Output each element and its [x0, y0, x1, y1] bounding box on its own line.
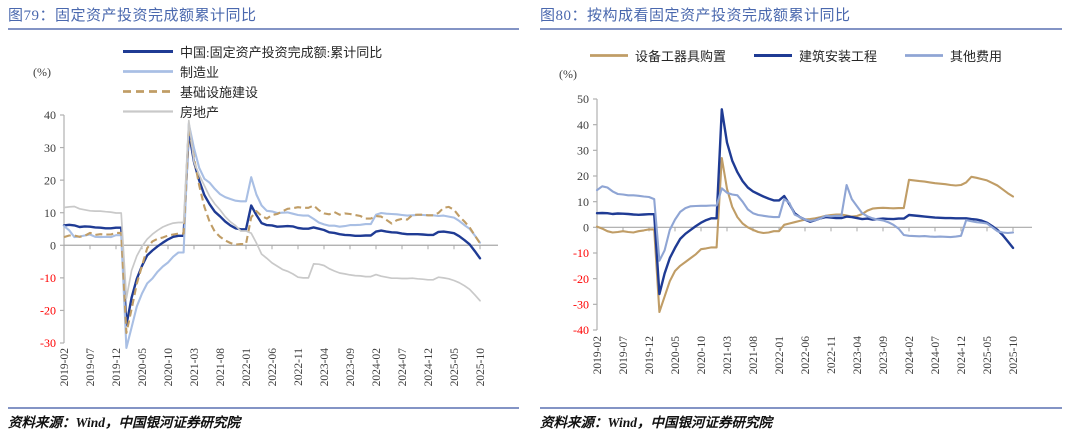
x-tick-label: 2025-05 — [982, 336, 994, 375]
x-tick-label: 2021-03 — [189, 348, 201, 387]
y-tick-label: -10 — [40, 271, 56, 285]
legend-label-equipment-purchase: 设备工器具购置 — [635, 49, 727, 64]
figure-79-footer-rule — [8, 407, 519, 409]
x-tick-label: 2024-02 — [371, 348, 383, 387]
x-tick-label: 2020-05 — [670, 336, 682, 375]
figure-79-title-rule — [8, 28, 519, 30]
y-tick-label: 20 — [44, 173, 56, 187]
x-tick-label: 2021-08 — [748, 336, 760, 375]
x-tick-label: 2024-12 — [423, 348, 435, 387]
x-tick-label: 2019-07 — [618, 336, 630, 375]
legend-item-construction-installation: 建筑安装工程 — [754, 46, 877, 65]
figure-79-title: 图79：固定资产投资完成额累计同比 — [8, 8, 257, 24]
y-tick-label: 40 — [44, 108, 56, 122]
x-tick-label: 2022-11 — [293, 348, 305, 386]
x-tick-label: 2024-07 — [397, 348, 409, 387]
legend-label-construction-installation: 建筑安装工程 — [799, 49, 878, 64]
legend-item-manufacturing: 制造业 — [123, 61, 382, 81]
x-tick-label: 2023-09 — [345, 348, 357, 387]
y-tick-label: -30 — [573, 298, 589, 312]
x-tick-label: 2025-10 — [1008, 336, 1020, 375]
y-tick-label: -30 — [40, 336, 56, 350]
x-tick-label: 2023-04 — [852, 336, 864, 375]
y-tick-label: 30 — [577, 144, 589, 158]
legend-item-equipment-purchase: 设备工器具购置 — [590, 46, 726, 65]
legend-line-swatch-other-fees — [905, 54, 944, 57]
x-tick-label: 2019-02 — [59, 348, 71, 387]
y-tick-label: -20 — [40, 304, 56, 318]
legend-item-fai-total: 中国:固定资产投资完成额:累计同比 — [123, 41, 382, 61]
y-tick-label: 30 — [44, 141, 56, 155]
figure-80-y-unit-label: (%) — [559, 67, 577, 81]
legend-line-swatch-equipment-purchase — [590, 54, 628, 57]
legend-label-infrastructure: 基础设施建设 — [180, 84, 259, 100]
y-tick-label: 50 — [577, 92, 589, 106]
x-tick-label: 2025-05 — [449, 348, 461, 387]
x-tick-label: 2021-08 — [215, 348, 227, 387]
legend-line-swatch-fai-total — [123, 49, 173, 53]
figure-79: 图79：固定资产投资完成额累计同比 (%) 40 30 20 10 0 -10 -20 -30… — [8, 0, 519, 436]
x-tick-label: 2020-05 — [137, 348, 149, 387]
infrastructure-line — [63, 126, 481, 334]
legend-line-swatch-manufacturing — [123, 69, 173, 73]
figure-80-footer-rule — [540, 407, 1062, 409]
figure-80-legend: 设备工器具购置 建筑安装工程 其他费用 — [590, 46, 1002, 65]
x-tick-label: 2020-10 — [163, 348, 175, 387]
x-tick-label: 2019-12 — [111, 348, 123, 387]
x-tick-label: 2023-04 — [319, 348, 331, 387]
x-tick-label: 2022-01 — [774, 336, 786, 375]
y-tick-label: 10 — [577, 195, 589, 209]
legend-line-swatch-construction-installation — [754, 54, 793, 57]
figure-80-source-note: 资料来源：Wind，中国银河证券研究院 — [540, 415, 773, 430]
x-tick-label: 2024-07 — [930, 336, 942, 375]
y-tick-label: 0 — [583, 221, 589, 235]
x-tick-label: 2019-02 — [592, 336, 604, 375]
legend-item-infrastructure: 基础设施建设 — [123, 81, 382, 101]
x-tick-label: 2022-06 — [800, 336, 812, 375]
x-tick-label: 2024-02 — [904, 336, 916, 375]
figure-80: 图80：按构成看固定资产投资完成额累计同比 (%) 50 40 30 20 10 0 -10… — [540, 0, 1062, 436]
x-tick-label: 2021-03 — [722, 336, 734, 375]
x-tick-label: 2022-06 — [267, 348, 279, 387]
x-tick-label: 2022-01 — [241, 348, 253, 387]
legend-label-fai-total: 中国:固定资产投资完成额:累计同比 — [180, 44, 383, 60]
legend-label-manufacturing: 制造业 — [180, 64, 220, 80]
figure-80-title-rule — [540, 28, 1062, 30]
x-tick-label: 2024-12 — [956, 336, 968, 375]
y-tick-label: -20 — [573, 272, 589, 286]
x-tick-label: 2019-12 — [644, 336, 656, 375]
x-tick-label: 2020-10 — [696, 336, 708, 375]
x-tick-label: 2019-07 — [85, 348, 97, 387]
x-tick-label: 2022-11 — [826, 336, 838, 374]
y-tick-label: -40 — [573, 323, 589, 337]
figure-80-title: 图80：按构成看固定资产投资完成额累计同比 — [540, 8, 851, 24]
x-tick-label: 2025-10 — [475, 348, 487, 387]
legend-label-other-fees: 其他费用 — [950, 49, 1003, 64]
figure-79-source-note: 资料来源：Wind，中国银河证券研究院 — [8, 415, 241, 430]
y-tick-label: 0 — [50, 238, 56, 252]
legend-line-swatch-infrastructure — [123, 89, 173, 93]
legend-item-other-fees: 其他费用 — [905, 46, 1002, 65]
legend-label-real-estate: 房地产 — [180, 104, 220, 120]
y-tick-label: 40 — [577, 118, 589, 132]
y-tick-label: 10 — [44, 206, 56, 220]
x-tick-label: 2023-09 — [878, 336, 890, 375]
figure-79-y-unit-label: (%) — [33, 65, 51, 79]
legend-line-swatch-real-estate — [123, 109, 173, 113]
real-estate-line — [63, 119, 481, 302]
y-tick-label: 20 — [577, 169, 589, 183]
fai-total-line — [62, 130, 482, 327]
figure-79-legend: 中国:固定资产投资完成额:累计同比 制造业基础设施建设 房地产 — [123, 41, 382, 121]
construction-installation-line — [595, 108, 1015, 296]
other-fees-line — [595, 183, 1015, 262]
y-tick-label: -10 — [573, 246, 589, 260]
legend-item-real-estate: 房地产 — [123, 101, 382, 121]
